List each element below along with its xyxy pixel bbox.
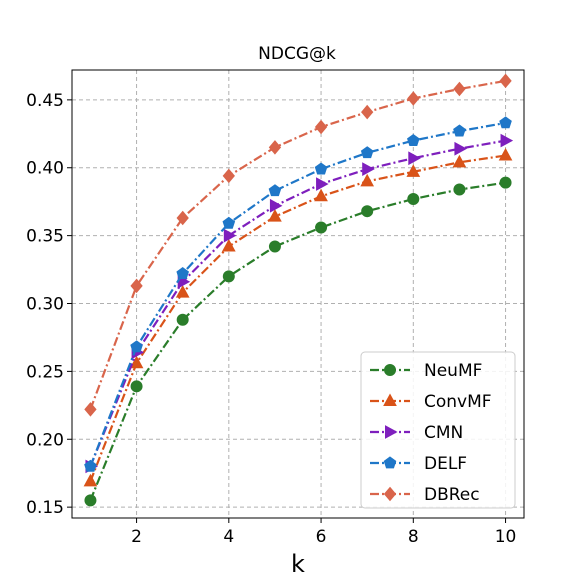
- data-point-cmn: [316, 177, 329, 191]
- x-axis-label: k: [291, 550, 305, 578]
- data-point-neumf: [315, 221, 328, 234]
- x-tick-label: 8: [408, 527, 419, 547]
- legend-marker-dbrec: [383, 486, 397, 502]
- data-point-neumf: [499, 176, 512, 189]
- legend-marker-convmf: [383, 393, 397, 406]
- data-point-dbrec: [407, 91, 420, 106]
- data-point-convmf: [498, 147, 513, 161]
- series-line-neumf: [89, 181, 506, 501]
- data-point-dbrec: [499, 73, 512, 89]
- data-point-cmn: [454, 141, 467, 156]
- data-point-dbrec: [176, 210, 189, 226]
- data-point-neumf: [84, 494, 97, 507]
- data-point-dbrec: [268, 140, 282, 155]
- data-point-cmn: [362, 162, 375, 176]
- y-tick-label: 0.25: [26, 362, 64, 382]
- data-point-dbrec: [361, 104, 374, 120]
- legend-label-neumf: NeuMF: [424, 361, 482, 381]
- data-point-dbrec: [453, 81, 466, 97]
- data-point-dbrec: [84, 402, 97, 417]
- legend-item-cmn: CMN: [370, 423, 463, 443]
- legend-marker-delf: [383, 456, 397, 469]
- chart-title: NDCG@k: [258, 44, 336, 64]
- data-point-neumf: [222, 270, 235, 283]
- series-line-cmn: [89, 139, 506, 467]
- x-tick-label: 4: [223, 527, 234, 547]
- legend-item-convmf: ConvMF: [370, 392, 492, 412]
- data-point-delf: [130, 340, 143, 353]
- legend-marker-neumf: [384, 364, 396, 376]
- legend-label-dbrec: DBRec: [424, 485, 480, 505]
- data-point-neumf: [361, 205, 374, 218]
- series-delf: [84, 116, 512, 472]
- data-point-convmf: [129, 355, 144, 369]
- data-point-dbrec: [314, 119, 328, 135]
- data-point-convmf: [221, 238, 236, 252]
- series-convmf: [83, 147, 513, 487]
- x-tick-label: 10: [495, 527, 517, 547]
- data-point-convmf: [406, 164, 421, 177]
- data-point-cmn: [223, 228, 237, 243]
- series-dbrec: [84, 73, 512, 417]
- series-neumf: [84, 176, 512, 507]
- y-axis-ticks: 0.15 0.20 0.25 0.30 0.35 0.40 0.45: [26, 91, 72, 518]
- y-tick-label: 0.45: [26, 91, 64, 111]
- legend-label-delf: DELF: [424, 454, 467, 474]
- data-point-delf: [222, 216, 236, 229]
- data-point-dbrec: [222, 168, 235, 184]
- data-point-cmn: [269, 198, 283, 213]
- legend-marker-cmn: [385, 425, 398, 439]
- series-line-convmf: [89, 154, 506, 482]
- series-cmn: [85, 133, 514, 474]
- data-point-convmf: [175, 285, 190, 298]
- x-tick-label: 2: [131, 527, 142, 547]
- data-point-dbrec: [130, 278, 143, 294]
- y-tick-label: 0.40: [26, 159, 64, 179]
- series-lines: [83, 73, 514, 507]
- legend-label-cmn: CMN: [424, 423, 463, 443]
- data-point-convmf: [452, 154, 467, 168]
- series-line-delf: [89, 121, 506, 467]
- data-point-delf: [499, 116, 512, 129]
- data-point-delf: [176, 267, 189, 279]
- data-point-convmf: [360, 173, 375, 187]
- y-tick-label: 0.30: [26, 295, 64, 315]
- data-point-neumf: [453, 183, 466, 196]
- data-point-neumf: [268, 240, 281, 253]
- legend: NeuMF ConvMF CMN DELF DBRec: [360, 351, 516, 509]
- data-point-cmn: [500, 133, 514, 148]
- plot-frame: [71, 69, 525, 519]
- legend-box: [360, 351, 516, 509]
- data-point-delf: [407, 133, 420, 146]
- x-tick-label: 6: [316, 527, 327, 547]
- data-point-convmf: [314, 188, 328, 202]
- legend-label-convmf: ConvMF: [424, 392, 492, 412]
- data-point-convmf: [268, 209, 282, 222]
- data-point-delf: [84, 459, 97, 472]
- y-tick-label: 0.35: [26, 227, 64, 247]
- series-line-dbrec: [89, 79, 506, 410]
- data-point-delf: [453, 124, 466, 137]
- y-tick-label: 0.20: [26, 430, 64, 450]
- data-point-delf: [314, 162, 328, 175]
- data-point-convmf: [83, 473, 98, 487]
- data-point-delf: [268, 184, 282, 197]
- x-axis-ticks: 2 4 6 8 10: [131, 518, 516, 547]
- legend-item-delf: DELF: [370, 454, 467, 474]
- data-point-neumf: [407, 192, 420, 205]
- legend-item-neumf: NeuMF: [370, 361, 482, 381]
- data-point-neumf: [130, 380, 143, 393]
- y-tick-label: 0.15: [26, 498, 64, 518]
- data-point-delf: [360, 146, 374, 159]
- legend-item-dbrec: DBRec: [370, 485, 480, 505]
- data-point-neumf: [176, 313, 189, 326]
- data-point-cmn: [408, 151, 421, 166]
